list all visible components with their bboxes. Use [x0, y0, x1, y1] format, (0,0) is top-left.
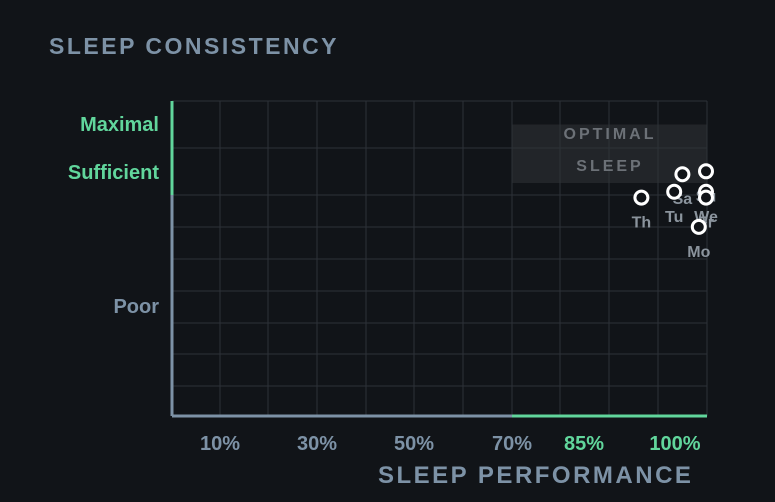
x-tick-label: 30% [297, 433, 337, 455]
x-tick-label: 100% [649, 433, 700, 455]
point-label: Th [632, 215, 652, 232]
optimal-zone-label: SLEEP [576, 158, 643, 175]
y-tick-label: Sufficient [68, 162, 159, 184]
x-tick-label: 10% [200, 433, 240, 455]
point-label: Mo [687, 244, 710, 261]
data-point [633, 189, 650, 206]
optimal-zone-label: OPTIMAL [564, 126, 657, 143]
y-tick-label: Maximal [80, 114, 159, 136]
x-axis-label: SLEEP PERFORMANCE [378, 462, 694, 489]
x-tick-label: 70% [492, 433, 532, 455]
chart-title: SLEEP CONSISTENCY [49, 33, 340, 59]
point-label: Tu [665, 209, 683, 226]
data-point [666, 183, 683, 200]
x-tick-label: 50% [394, 433, 434, 455]
x-tick-label: 85% [564, 433, 604, 455]
data-point [674, 166, 691, 183]
data-point [698, 189, 714, 206]
y-tick-label: Poor [113, 296, 159, 318]
data-point [698, 163, 714, 180]
data-point [690, 218, 707, 235]
